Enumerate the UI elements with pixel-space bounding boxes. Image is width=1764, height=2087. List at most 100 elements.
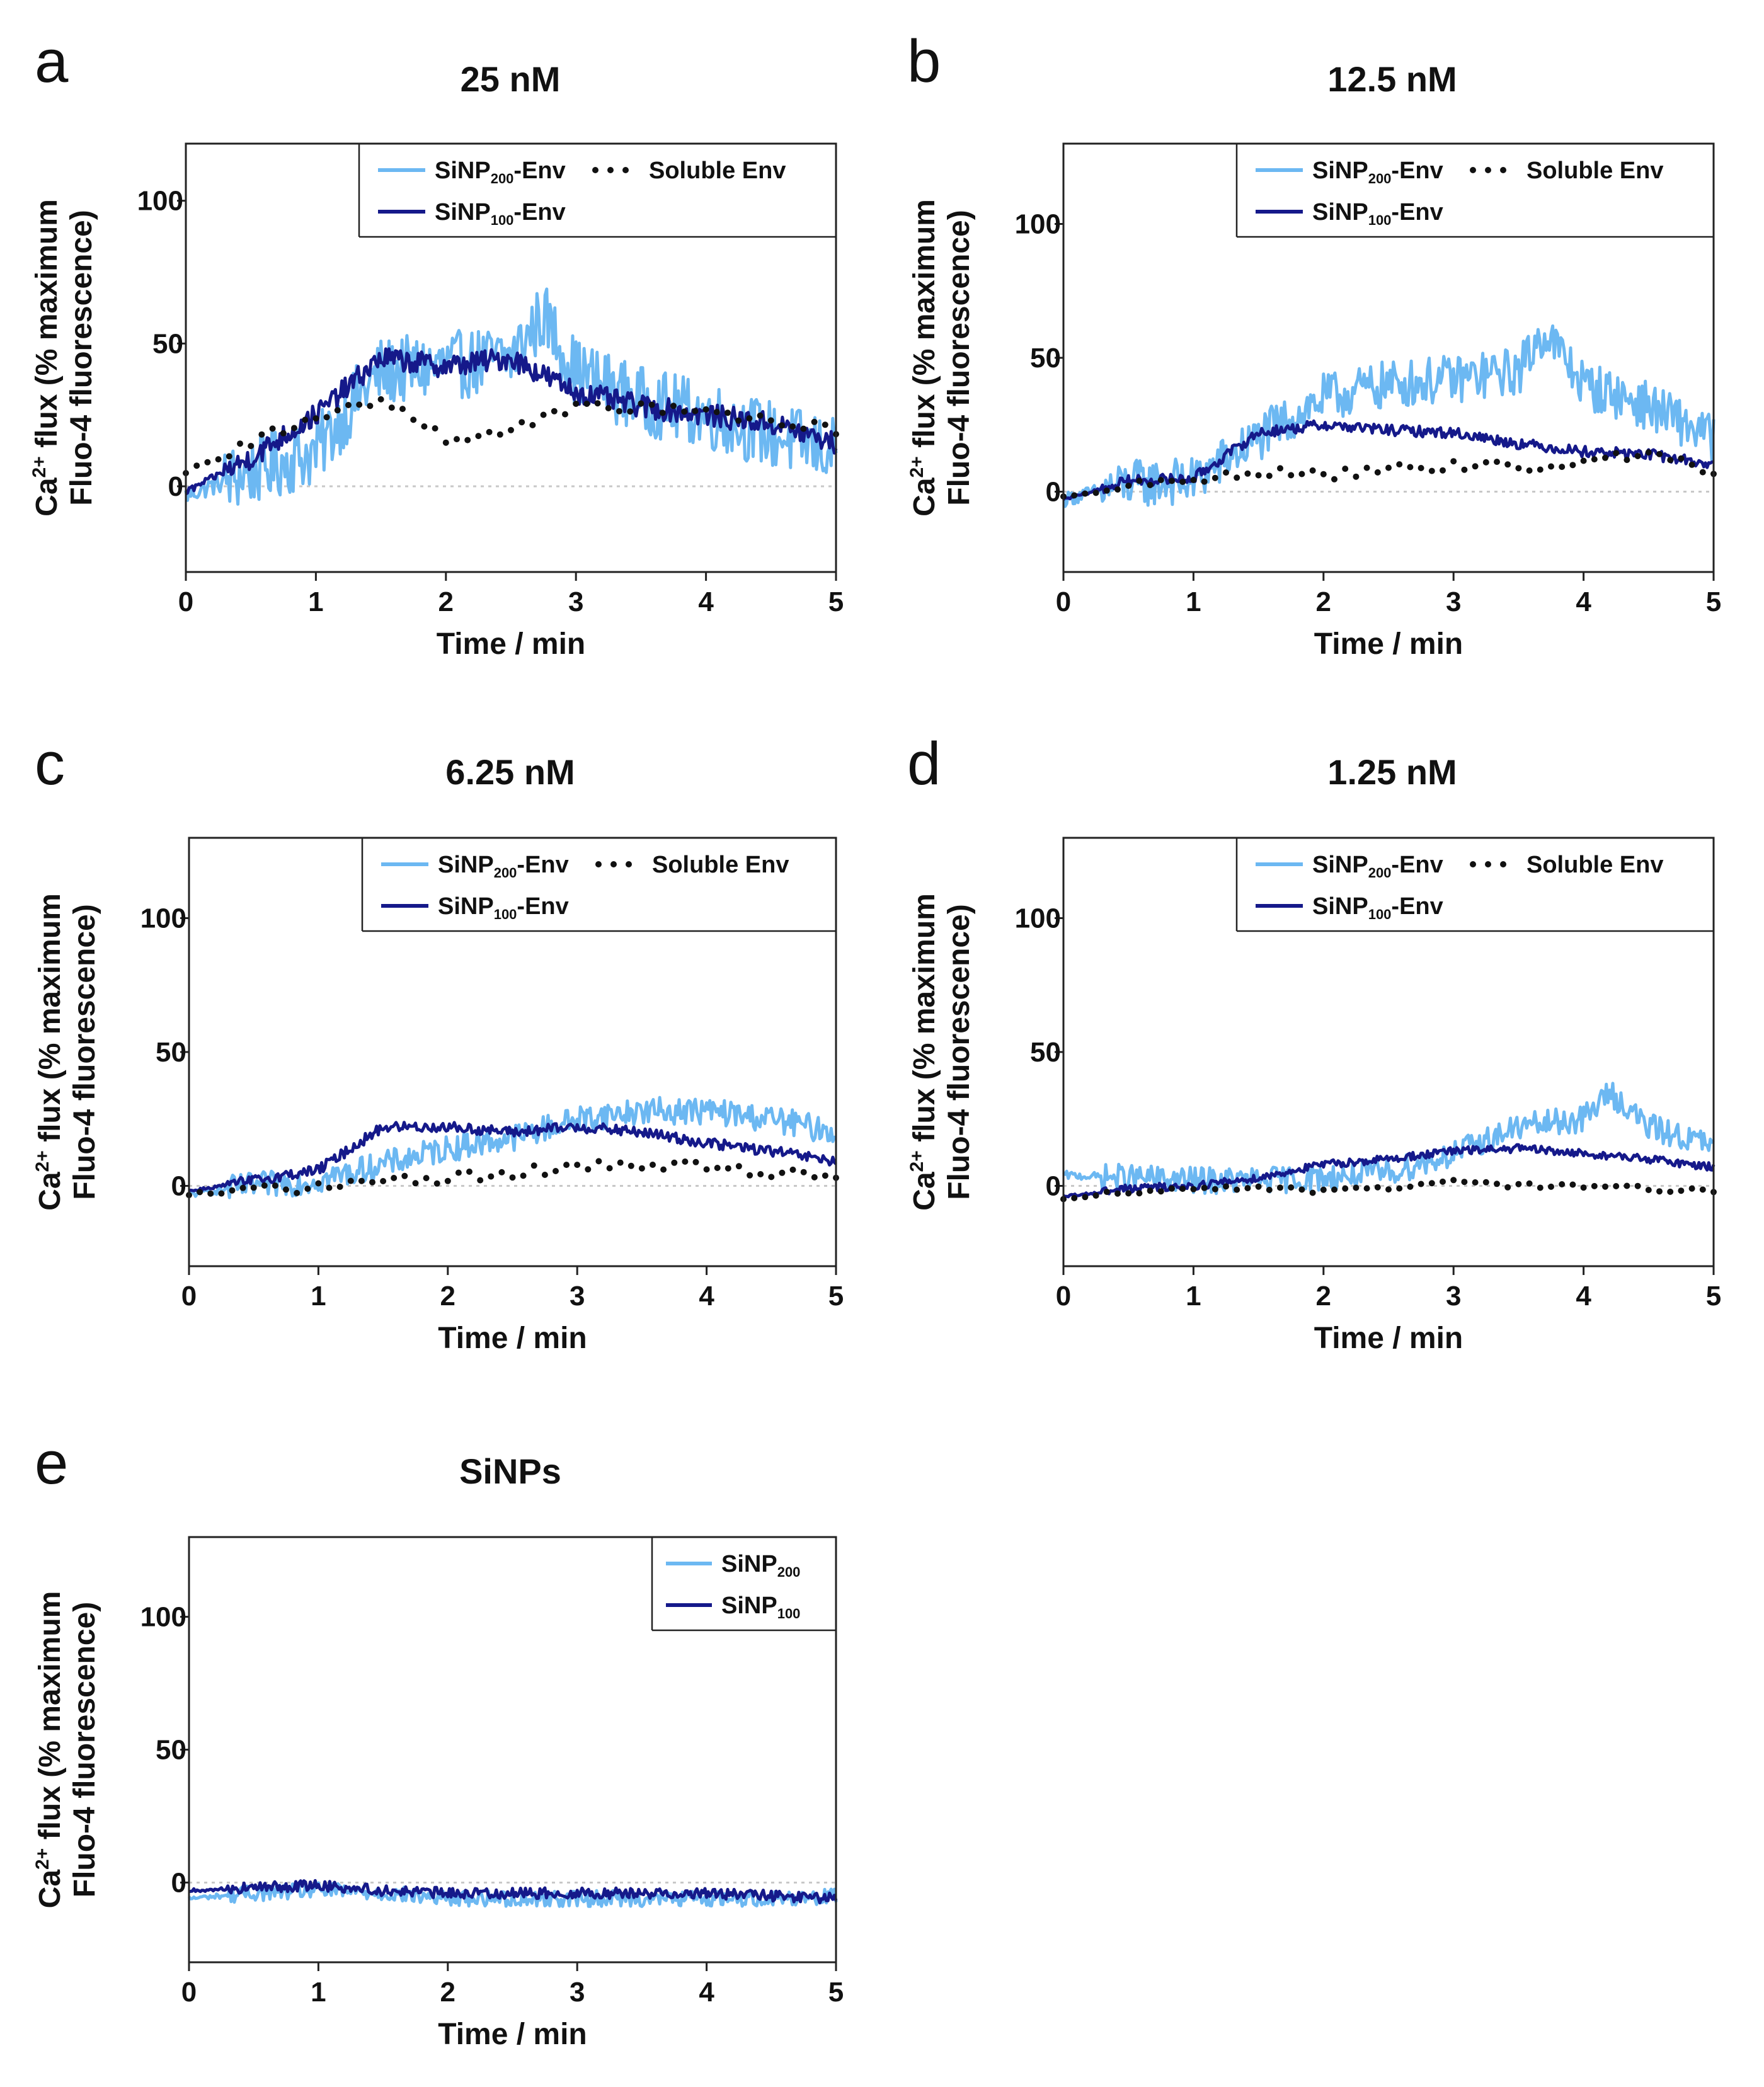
data-point <box>595 1158 602 1165</box>
legend: SiNP200-Env Soluble Env SiNP100-Env <box>1235 144 1714 238</box>
data-point <box>347 1177 354 1184</box>
data-point <box>1309 467 1316 474</box>
data-point <box>627 1162 634 1169</box>
data-point <box>1169 477 1175 484</box>
data-point <box>1461 1179 1468 1186</box>
data-point <box>218 1190 225 1197</box>
data-point <box>432 425 438 432</box>
data-point <box>1082 490 1089 497</box>
data-point <box>1244 1185 1251 1192</box>
data-point <box>237 440 243 447</box>
data-point <box>1548 463 1554 470</box>
data-point <box>442 439 449 446</box>
x-axis-title: Time / min <box>438 1322 587 1355</box>
x-tick-label: 5 <box>828 1977 844 2008</box>
data-point <box>724 1165 731 1172</box>
data-point <box>768 1174 775 1181</box>
data-point <box>638 400 644 407</box>
data-point <box>714 1165 721 1171</box>
data-point <box>488 1173 495 1180</box>
x-tick-label: 4 <box>698 586 714 617</box>
data-point <box>594 400 601 407</box>
data-point <box>1288 472 1295 479</box>
data-point <box>269 425 276 432</box>
data-point <box>1223 1183 1229 1190</box>
data-point <box>1602 1183 1608 1190</box>
data-point <box>356 401 363 408</box>
data-point <box>1580 457 1587 464</box>
data-point <box>1223 469 1229 476</box>
data-point <box>735 417 742 424</box>
data-point <box>789 1166 796 1173</box>
legend-frame <box>358 144 836 238</box>
data-point <box>822 1172 828 1179</box>
data-point <box>1147 482 1154 488</box>
legend-dot <box>626 861 632 867</box>
data-point <box>811 1174 818 1181</box>
data-point <box>800 425 807 432</box>
legend-dot <box>1500 167 1506 173</box>
data-point <box>1504 461 1511 468</box>
data-point <box>345 402 352 408</box>
x-tick-label: 3 <box>1446 1281 1461 1312</box>
x-tick-label: 3 <box>570 1281 585 1312</box>
data-point <box>650 1162 656 1168</box>
y-tick-label: 50 <box>1030 1037 1061 1068</box>
series-sinp100-env <box>1062 419 1714 501</box>
data-point <box>326 1184 333 1191</box>
x-tick-label: 3 <box>1446 586 1461 617</box>
data-point <box>563 1162 570 1169</box>
data-point <box>248 443 255 449</box>
data-point <box>1157 477 1164 483</box>
x-axis-title: Time / min <box>1314 627 1463 661</box>
y-tick-label: 0 <box>171 1171 186 1202</box>
data-point <box>1461 466 1468 473</box>
y-tick-label: 50 <box>1030 343 1061 374</box>
data-point <box>421 423 428 430</box>
y-axis-title-line2: Fluo-4 fluorescence) <box>65 210 98 505</box>
data-point <box>617 1159 624 1166</box>
legend-frame <box>361 838 836 932</box>
series-sinp100-env <box>185 347 838 496</box>
legend: SiNP200-Env Soluble Env SiNP100-Env <box>361 838 836 932</box>
data-point <box>272 1182 278 1189</box>
legend-label-sinp200-env: SiNP200-Env <box>435 157 566 186</box>
data-point <box>627 408 634 415</box>
x-tick-label: 4 <box>699 1977 714 2008</box>
legend-label-soluble-env: Soluble Env <box>652 852 789 878</box>
series-soluble-env <box>183 396 839 476</box>
data-point <box>1157 1188 1164 1195</box>
data-point <box>1136 1190 1143 1197</box>
data-point <box>1103 487 1110 494</box>
series-sinp100 <box>188 1878 838 1905</box>
data-point <box>520 1172 527 1179</box>
data-point <box>1374 1184 1381 1191</box>
legend-frame <box>651 1537 836 1632</box>
data-point <box>1331 1186 1337 1193</box>
y-tick-label: 0 <box>171 1867 186 1898</box>
data-point <box>323 414 330 421</box>
data-point <box>1428 1180 1435 1187</box>
data-point <box>1537 466 1544 473</box>
y-tick-label: 50 <box>152 328 183 359</box>
data-point <box>336 1184 343 1190</box>
y-axis-title-line1: Ca2+ flux (% maximum <box>907 893 941 1211</box>
data-point <box>1244 470 1251 477</box>
data-point <box>1526 467 1533 474</box>
data-point <box>486 428 493 435</box>
legend-label-soluble-env: Soluble Env <box>1526 852 1663 878</box>
data-point <box>747 1172 753 1179</box>
data-point <box>1624 1182 1630 1189</box>
legend-label-sinp200-env: SiNP200-Env <box>438 852 569 881</box>
data-point <box>1385 1186 1392 1193</box>
data-point <box>250 1184 257 1191</box>
legend: SiNP200 SiNP100 <box>651 1537 836 1632</box>
legend-label-sinp200-env: SiNP200-Env <box>1312 157 1443 186</box>
data-point <box>1201 478 1208 485</box>
data-point <box>1342 1185 1349 1192</box>
legend-label-sinp200: SiNP200 <box>721 1551 800 1580</box>
data-point <box>518 419 525 426</box>
data-point <box>551 408 558 415</box>
data-point <box>540 411 547 418</box>
